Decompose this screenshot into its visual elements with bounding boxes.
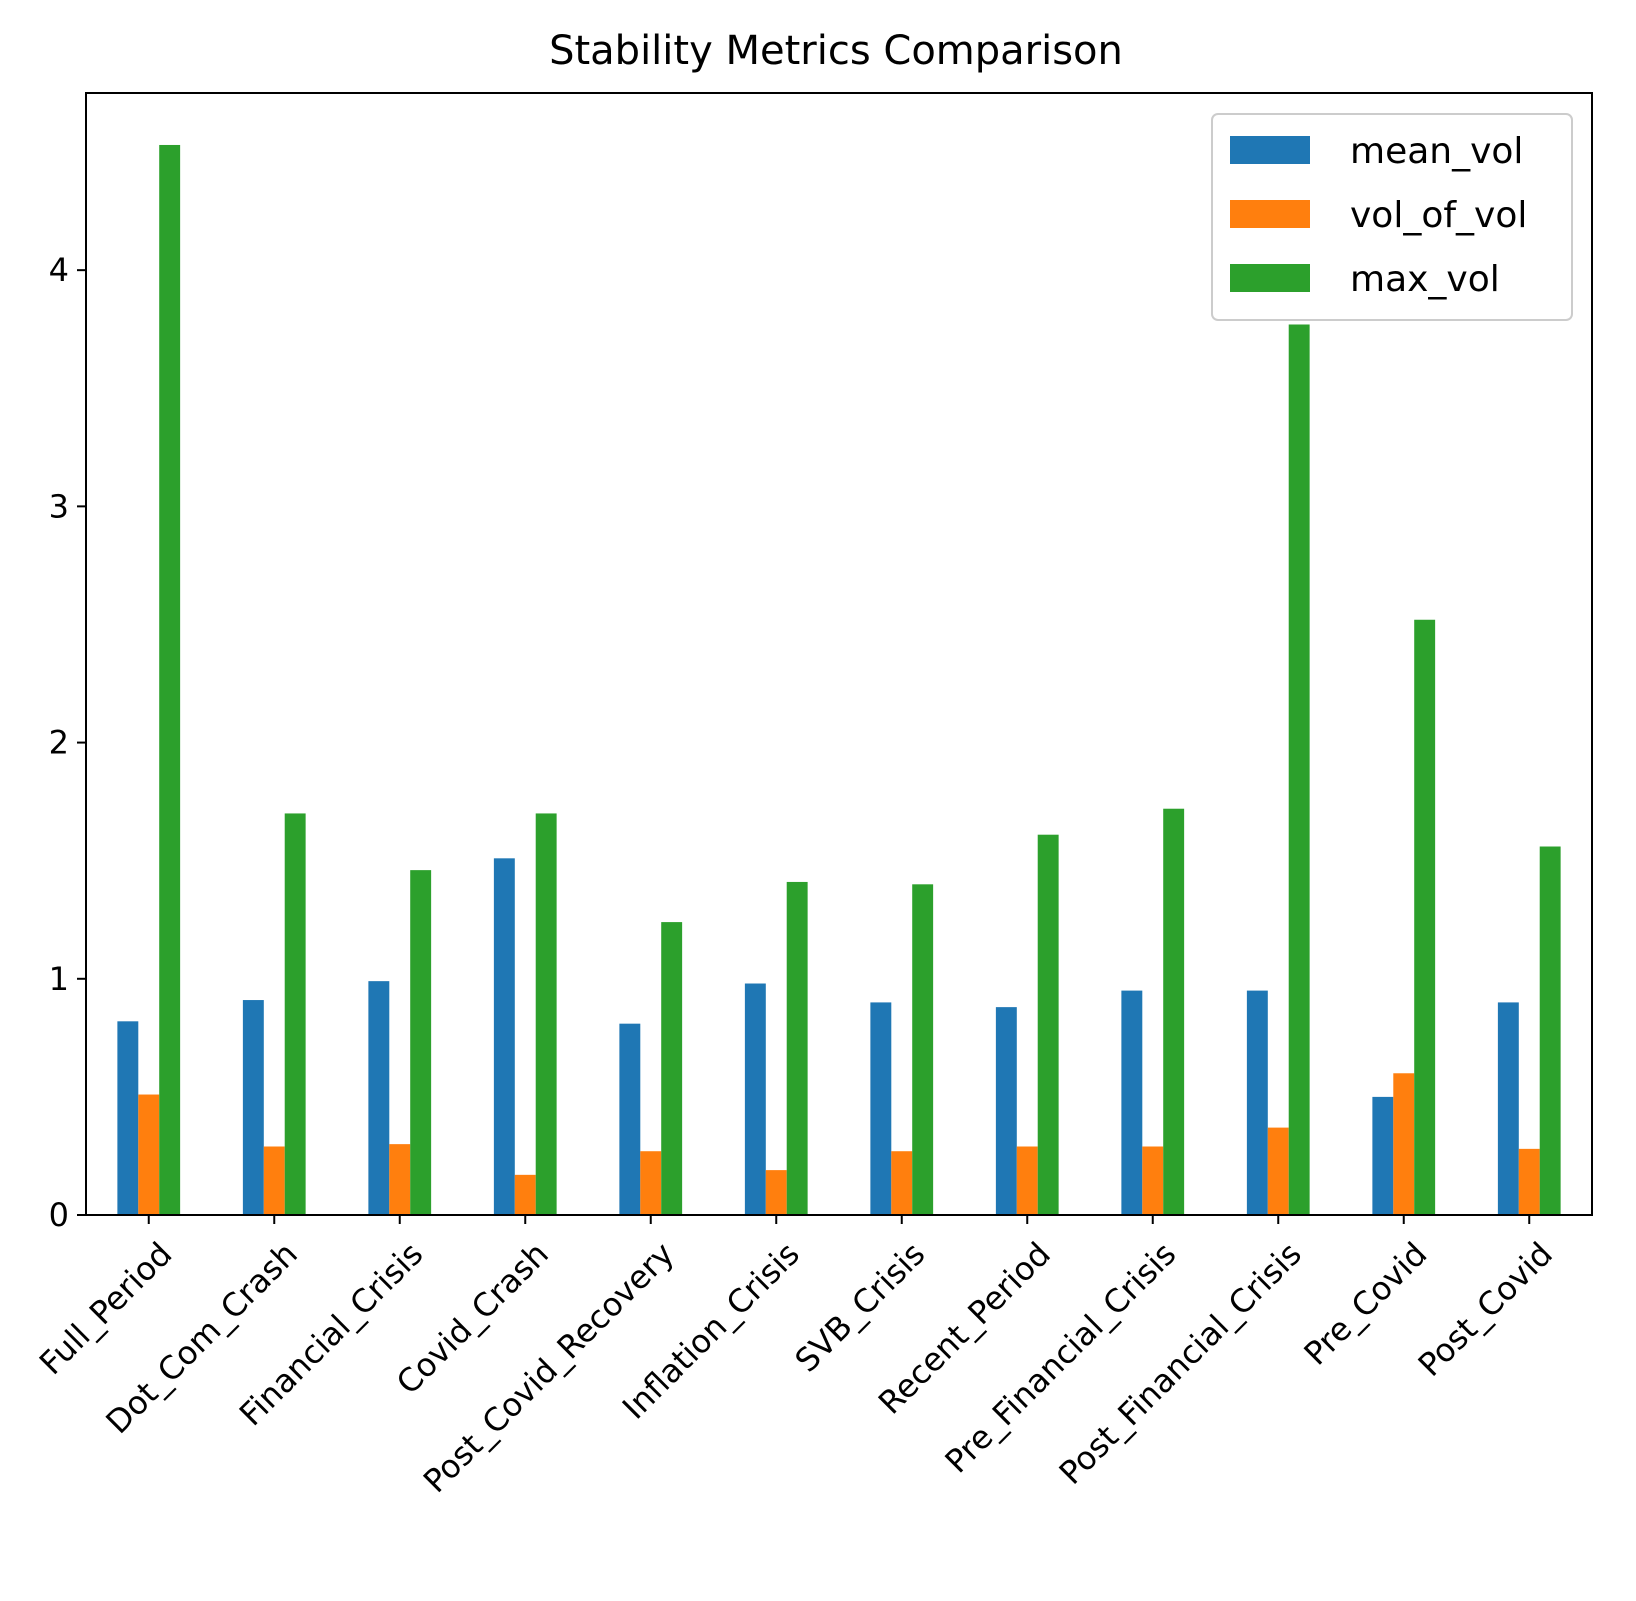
- bar-vol-of-vol-4: [640, 1151, 662, 1215]
- bar-max-vol-5: [786, 881, 808, 1215]
- bar-vol-of-vol-0: [138, 1094, 160, 1215]
- bar-max-vol-7: [1037, 834, 1059, 1215]
- bar-max-vol-3: [535, 813, 557, 1215]
- bar-vol-of-vol-3: [514, 1174, 536, 1215]
- legend-swatch-vol-of-vol: [1230, 200, 1310, 228]
- x-tick-label-9: Post_Financial_Crisis: [1052, 1235, 1309, 1492]
- x-tick-label-8: Pre_Financial_Crisis: [938, 1235, 1184, 1481]
- y-tick-label-2: 2: [49, 724, 69, 762]
- bar-max-vol-4: [661, 922, 683, 1215]
- x-tick-label-10: Pre_Covid: [1297, 1235, 1435, 1373]
- legend-swatch-mean-vol: [1230, 136, 1310, 164]
- bars-group: [117, 144, 1561, 1216]
- bar-vol-of-vol-6: [891, 1151, 913, 1215]
- bar-mean-vol-8: [1121, 990, 1143, 1215]
- y-tick-label-1: 1: [49, 960, 69, 998]
- bar-mean-vol-1: [242, 1000, 264, 1215]
- legend-swatch-max-vol: [1230, 264, 1310, 292]
- legend-label-mean-vol: mean_vol: [1350, 131, 1523, 172]
- chart-title: Stability Metrics Comparison: [549, 28, 1123, 74]
- x-tick-label-11: Post_Covid: [1411, 1235, 1560, 1384]
- bar-vol-of-vol-2: [389, 1144, 411, 1215]
- bar-vol-of-vol-7: [1016, 1146, 1038, 1215]
- bar-mean-vol-5: [744, 983, 766, 1215]
- bar-max-vol-8: [1163, 808, 1185, 1215]
- bar-vol-of-vol-9: [1267, 1127, 1289, 1215]
- bar-max-vol-11: [1539, 846, 1561, 1215]
- bar-mean-vol-9: [1246, 990, 1268, 1215]
- bar-max-vol-9: [1288, 324, 1310, 1215]
- bar-vol-of-vol-10: [1393, 1073, 1415, 1215]
- bar-vol-of-vol-11: [1518, 1148, 1540, 1215]
- bar-mean-vol-4: [619, 1023, 641, 1215]
- bar-vol-of-vol-1: [263, 1146, 285, 1215]
- y-tick-label-3: 3: [49, 487, 69, 525]
- bar-max-vol-1: [284, 813, 306, 1215]
- bar-max-vol-2: [410, 870, 432, 1215]
- bar-mean-vol-0: [117, 1021, 139, 1215]
- bar-mean-vol-11: [1497, 1002, 1519, 1215]
- plot-frame: [85, 92, 1593, 1216]
- bar-vol-of-vol-5: [765, 1170, 787, 1215]
- chart-legend: mean_vol vol_of_vol max_vol: [1211, 113, 1573, 321]
- bar-mean-vol-3: [493, 858, 515, 1215]
- x-tick-label-4: Post_Covid_Recovery: [416, 1235, 681, 1500]
- bar-max-vol-10: [1414, 619, 1436, 1215]
- legend-label-max-vol: max_vol: [1350, 259, 1500, 300]
- bar-mean-vol-7: [995, 1007, 1017, 1215]
- bar-max-vol-6: [912, 884, 934, 1215]
- bar-mean-vol-6: [870, 1002, 892, 1215]
- bar-vol-of-vol-8: [1142, 1146, 1164, 1215]
- bar-mean-vol-10: [1372, 1096, 1394, 1215]
- bar-max-vol-0: [159, 144, 181, 1216]
- y-tick-label-0: 0: [49, 1196, 69, 1234]
- legend-label-vol-of-vol: vol_of_vol: [1350, 195, 1527, 236]
- bar-mean-vol-2: [368, 981, 390, 1215]
- y-tick-label-4: 4: [49, 251, 69, 289]
